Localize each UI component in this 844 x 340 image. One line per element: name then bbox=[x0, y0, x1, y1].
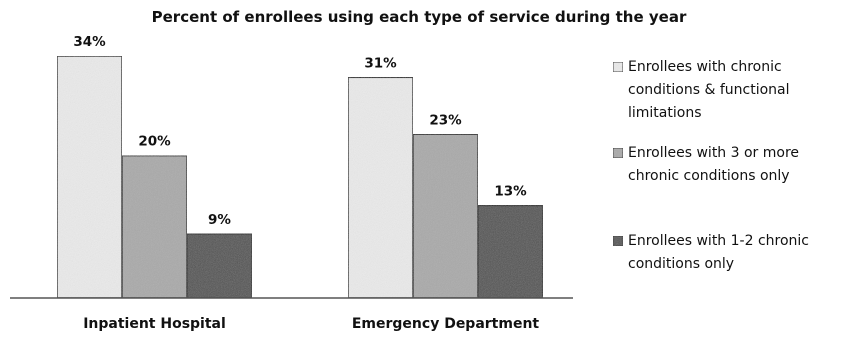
legend-swatch bbox=[612, 147, 624, 159]
legend-label: conditions & functional bbox=[628, 82, 790, 98]
data-label: 34% bbox=[73, 34, 106, 50]
category-labels-layer: Inpatient Hospital Emergency Department bbox=[83, 316, 539, 332]
category-label: Emergency Department bbox=[352, 316, 540, 332]
chart-title: Percent of enrollees using each type of … bbox=[152, 8, 687, 26]
legend-swatch bbox=[612, 61, 624, 73]
legend-label: Enrollees with 1-2 chronic bbox=[628, 233, 809, 249]
legend-label: conditions only bbox=[628, 256, 734, 272]
bar-inpatient-series-3 bbox=[186, 233, 253, 299]
legend-label: chronic conditions only bbox=[628, 168, 790, 184]
data-label: 31% bbox=[364, 55, 397, 71]
legend-label: Enrollees with 3 or more bbox=[628, 145, 799, 161]
legend-label: limitations bbox=[628, 105, 702, 121]
category-label: Inpatient Hospital bbox=[83, 316, 226, 332]
bar-emergency-series-1 bbox=[347, 76, 414, 299]
legend: Enrollees with chronic conditions & funct… bbox=[612, 59, 809, 272]
bars-layer bbox=[56, 55, 544, 299]
bar-inpatient-series-1 bbox=[56, 55, 123, 299]
legend-label: Enrollees with chronic bbox=[628, 59, 782, 75]
data-label: 20% bbox=[138, 134, 171, 150]
data-label: 13% bbox=[494, 183, 527, 199]
legend-swatch bbox=[612, 235, 624, 247]
data-labels-layer: 34% 20% 9% 31% 23% 13% bbox=[73, 34, 527, 228]
data-label: 9% bbox=[208, 212, 231, 228]
bar-emergency-series-3 bbox=[477, 204, 544, 299]
bar-inpatient-series-2 bbox=[121, 154, 188, 299]
data-label: 23% bbox=[429, 112, 462, 128]
bar-emergency-series-2 bbox=[412, 133, 479, 299]
